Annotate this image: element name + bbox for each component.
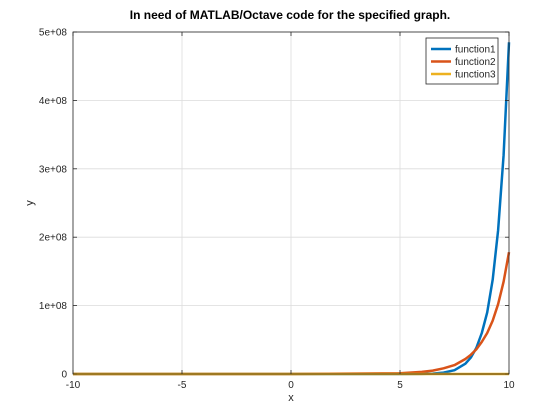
x-axis-title: x [288,392,294,404]
y-axis-title: y [24,200,36,206]
x-tick-label: 5 [397,380,403,391]
axis-ticks: -10 -5 0 5 10 0 1e+08 2e+08 3e+08 4e+08 5e+08 [39,28,515,392]
chart-title: In need of MATLAB/Octave code for the sp… [130,8,450,22]
y-tick-label: 3e+08 [39,164,68,175]
legend-label: function2 [455,57,496,68]
y-tick-label: 1e+08 [39,301,68,312]
y-tick-label: 2e+08 [39,233,68,244]
y-tick-label: 4e+08 [39,96,68,107]
x-tick-label: 10 [503,380,515,391]
y-tick-label: 0 [61,370,67,381]
x-tick-label: 0 [288,380,294,391]
legend-label: function1 [455,45,496,56]
legend-label: function3 [455,70,496,81]
x-tick-label: -5 [178,380,187,391]
x-tick-label: -10 [66,380,81,391]
y-tick-label: 5e+08 [39,28,68,39]
